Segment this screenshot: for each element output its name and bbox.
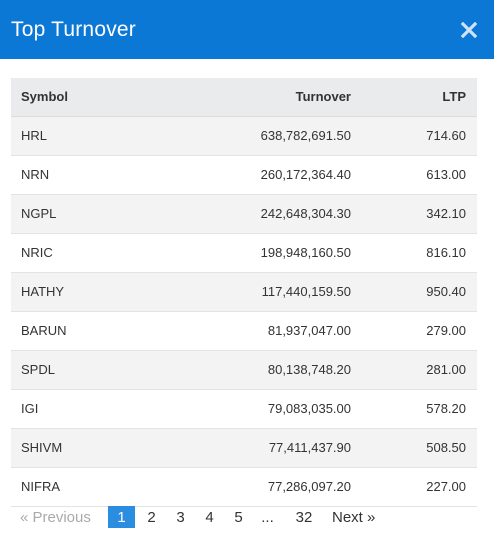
table-row: HRL 638,782,691.50 714.60 (11, 116, 477, 156)
page-button-3[interactable]: 3 (176, 508, 185, 526)
symbol-cell: HATHY (11, 272, 161, 312)
modal-title: Top Turnover (11, 17, 136, 41)
turnover-cell: 260,172,364.40 (161, 155, 351, 195)
table-row: SHIVM 77,411,437.90 508.50 (11, 428, 477, 468)
ltp-cell: 227.00 (351, 467, 477, 507)
table-row: HATHY 117,440,159.50 950.40 (11, 272, 477, 312)
symbol-cell: NGPL (11, 194, 161, 234)
column-header-turnover: Turnover (161, 78, 351, 117)
turnover-cell: 77,286,097.20 (161, 467, 351, 507)
ltp-cell: 279.00 (351, 311, 477, 351)
turnover-cell: 242,648,304.30 (161, 194, 351, 234)
table-row: IGI 79,083,035.00 578.20 (11, 389, 477, 429)
symbol-cell: BARUN (11, 311, 161, 351)
close-icon (461, 21, 477, 38)
ltp-cell: 714.60 (351, 116, 477, 156)
pagination-ellipsis: ... (261, 508, 274, 526)
pagination: « Previous 1 2 3 4 5 ... 32 Next » (11, 505, 384, 529)
table-row: NGPL 242,648,304.30 342.10 (11, 194, 477, 234)
turnover-table: Symbol Turnover LTP HRL 638,782,691.50 7… (11, 78, 477, 507)
previous-page-button[interactable]: « Previous (20, 508, 91, 526)
page-button-1[interactable]: 1 (108, 506, 135, 528)
ltp-cell: 342.10 (351, 194, 477, 234)
page-button-32[interactable]: 32 (295, 508, 313, 526)
symbol-cell: NRN (11, 155, 161, 195)
column-header-ltp: LTP (351, 78, 477, 117)
modal-header: Top Turnover (0, 0, 494, 59)
turnover-cell: 77,411,437.90 (161, 428, 351, 468)
table-row: NRIC 198,948,160.50 816.10 (11, 233, 477, 273)
turnover-cell: 638,782,691.50 (161, 116, 351, 156)
page-button-5[interactable]: 5 (234, 508, 243, 526)
table-header-row: Symbol Turnover LTP (11, 78, 477, 117)
turnover-cell: 198,948,160.50 (161, 233, 351, 273)
column-header-symbol: Symbol (11, 78, 161, 117)
close-button[interactable] (458, 19, 480, 41)
symbol-cell: IGI (11, 389, 161, 429)
ltp-cell: 950.40 (351, 272, 477, 312)
symbol-cell: NRIC (11, 233, 161, 273)
turnover-cell: 79,083,035.00 (161, 389, 351, 429)
ltp-cell: 508.50 (351, 428, 477, 468)
ltp-cell: 816.10 (351, 233, 477, 273)
ltp-cell: 613.00 (351, 155, 477, 195)
next-page-button[interactable]: Next » (332, 508, 376, 526)
page-button-4[interactable]: 4 (205, 508, 214, 526)
table-row: NRN 260,172,364.40 613.00 (11, 155, 477, 195)
ltp-cell: 578.20 (351, 389, 477, 429)
table-row: SPDL 80,138,748.20 281.00 (11, 350, 477, 390)
table-row: BARUN 81,937,047.00 279.00 (11, 311, 477, 351)
turnover-cell: 117,440,159.50 (161, 272, 351, 312)
table-row: NIFRA 77,286,097.20 227.00 (11, 467, 477, 507)
symbol-cell: SHIVM (11, 428, 161, 468)
ltp-cell: 281.00 (351, 350, 477, 390)
turnover-cell: 80,138,748.20 (161, 350, 351, 390)
symbol-cell: NIFRA (11, 467, 161, 507)
turnover-table-container: Symbol Turnover LTP HRL 638,782,691.50 7… (11, 78, 477, 507)
turnover-cell: 81,937,047.00 (161, 311, 351, 351)
page-button-2[interactable]: 2 (147, 508, 156, 526)
symbol-cell: SPDL (11, 350, 161, 390)
symbol-cell: HRL (11, 116, 161, 156)
